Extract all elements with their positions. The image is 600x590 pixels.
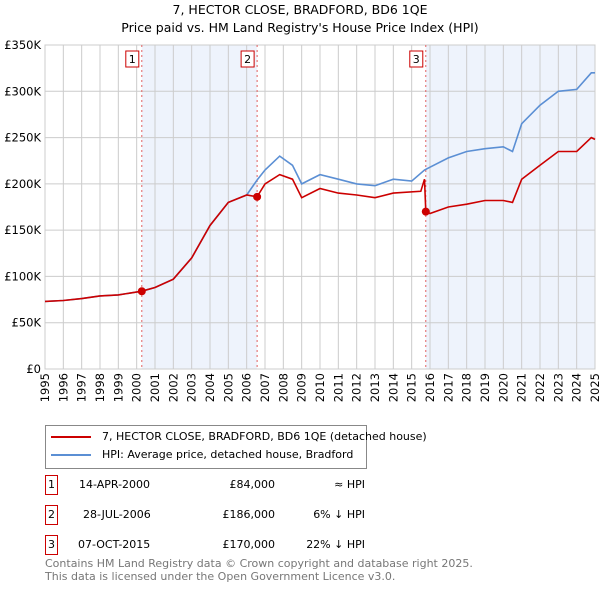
- x-tick-label: 2023: [551, 373, 565, 402]
- sale-marker-badge: 1: [45, 475, 58, 495]
- chart-subtitle: Price paid vs. HM Land Registry's House …: [121, 20, 479, 35]
- x-tick-label: 1995: [38, 373, 52, 402]
- sale-hpi-diff: 6% ↓ HPI: [313, 508, 365, 521]
- sale-hpi-diff: 22% ↓ HPI: [306, 538, 365, 551]
- sale-label-box: [409, 50, 424, 68]
- x-tick-label: 2002: [166, 373, 180, 402]
- y-tick-label: £100K: [4, 269, 41, 283]
- x-tick-label: 2013: [368, 373, 382, 402]
- x-tick-label: 2006: [240, 373, 254, 402]
- sale-price: £170,000: [222, 538, 276, 551]
- x-tick-label: 2009: [295, 373, 309, 402]
- x-tick-label: 2007: [258, 373, 272, 402]
- x-tick-label: 2014: [386, 373, 400, 402]
- x-tick-label: 2012: [350, 373, 364, 402]
- x-tick-label: 2019: [478, 373, 492, 402]
- sale-price: £186,000: [222, 508, 276, 521]
- sale-date: 28-JUL-2006: [83, 508, 151, 521]
- sale-marker-badge: 3: [45, 535, 58, 555]
- x-tick-label: 2003: [185, 373, 199, 402]
- y-tick-label: £350K: [4, 38, 41, 52]
- x-tick-label: 2024: [570, 373, 584, 402]
- sale-label: 2: [244, 53, 251, 66]
- x-tick-label: 1997: [75, 373, 89, 402]
- legend-label-property: 7, HECTOR CLOSE, BRADFORD, BD6 1QE (deta…: [102, 430, 427, 443]
- x-tick-label: 2001: [148, 373, 162, 402]
- x-tick-label: 2022: [533, 373, 547, 402]
- sale-row: 1 14-APR-2000 £84,000 ≈ HPI: [45, 475, 445, 495]
- y-tick-label: £150K: [4, 223, 41, 237]
- x-tick-label: 2025: [588, 373, 600, 402]
- x-tick-label: 1999: [111, 373, 125, 402]
- plot-frame: [44, 44, 596, 370]
- sale-row: 2 28-JUL-2006 £186,000 6% ↓ HPI: [45, 505, 445, 525]
- y-tick-label: £300K: [4, 84, 41, 98]
- sale-marker-badge: 2: [45, 505, 58, 525]
- x-tick-label: 2015: [405, 373, 419, 402]
- x-tick-label: 2021: [515, 373, 529, 402]
- x-tick-label: 1998: [93, 373, 107, 402]
- sale-point: [253, 192, 262, 201]
- sale-point: [421, 207, 430, 216]
- x-tick-label: 1996: [56, 373, 70, 402]
- y-tick-label: £50K: [12, 316, 42, 330]
- property-price-line: [44, 136, 596, 303]
- sale-date: 14-APR-2000: [79, 478, 151, 491]
- sale-label: 1: [129, 53, 136, 66]
- x-tick-label: 2017: [441, 373, 455, 402]
- sale-label-box: [125, 50, 140, 68]
- sale-label-box: [240, 50, 255, 68]
- sale-date: 07-OCT-2015: [78, 538, 151, 551]
- footer-line-1: Contains HM Land Registry data © Crown c…: [45, 557, 473, 570]
- sale-label: 3: [413, 53, 420, 66]
- shaded-period: [141, 45, 258, 369]
- x-tick-label: 2004: [203, 373, 217, 402]
- x-tick-label: 2018: [460, 373, 474, 402]
- sale-price: £84,000: [229, 478, 276, 491]
- y-tick-label: £0: [26, 362, 41, 376]
- shaded-period: [425, 45, 595, 369]
- y-tick-label: £200K: [4, 177, 41, 191]
- x-tick-label: 2005: [221, 373, 235, 402]
- y-tick-label: £250K: [4, 131, 41, 145]
- sale-hpi-diff: ≈ HPI: [334, 478, 365, 491]
- legend-swatch-property: [51, 435, 91, 438]
- footer-attribution: Contains HM Land Registry data © Crown c…: [45, 557, 473, 583]
- x-tick-label: 2011: [331, 373, 345, 402]
- x-tick-label: 2000: [130, 373, 144, 402]
- legend-swatch-hpi: [51, 453, 91, 456]
- x-tick-label: 2010: [313, 373, 327, 402]
- legend: 7, HECTOR CLOSE, BRADFORD, BD6 1QE (deta…: [45, 425, 427, 469]
- chart-plot: 1995 1996 1997 1998 1999 2000 2001 2002 2003 2004…: [4, 38, 600, 402]
- x-tick-label: 2016: [423, 373, 437, 402]
- legend-label-hpi: HPI: Average price, detached house, Brad…: [102, 448, 354, 461]
- sale-row: 3 07-OCT-2015 £170,000 22% ↓ HPI: [45, 535, 445, 555]
- sale-point: [137, 287, 146, 296]
- chart-title: 7, HECTOR CLOSE, BRADFORD, BD6 1QE: [172, 2, 428, 17]
- x-tick-label: 2020: [496, 373, 510, 402]
- x-tick-label: 2008: [276, 373, 290, 402]
- footer-line-2: This data is licensed under the Open Gov…: [45, 570, 396, 583]
